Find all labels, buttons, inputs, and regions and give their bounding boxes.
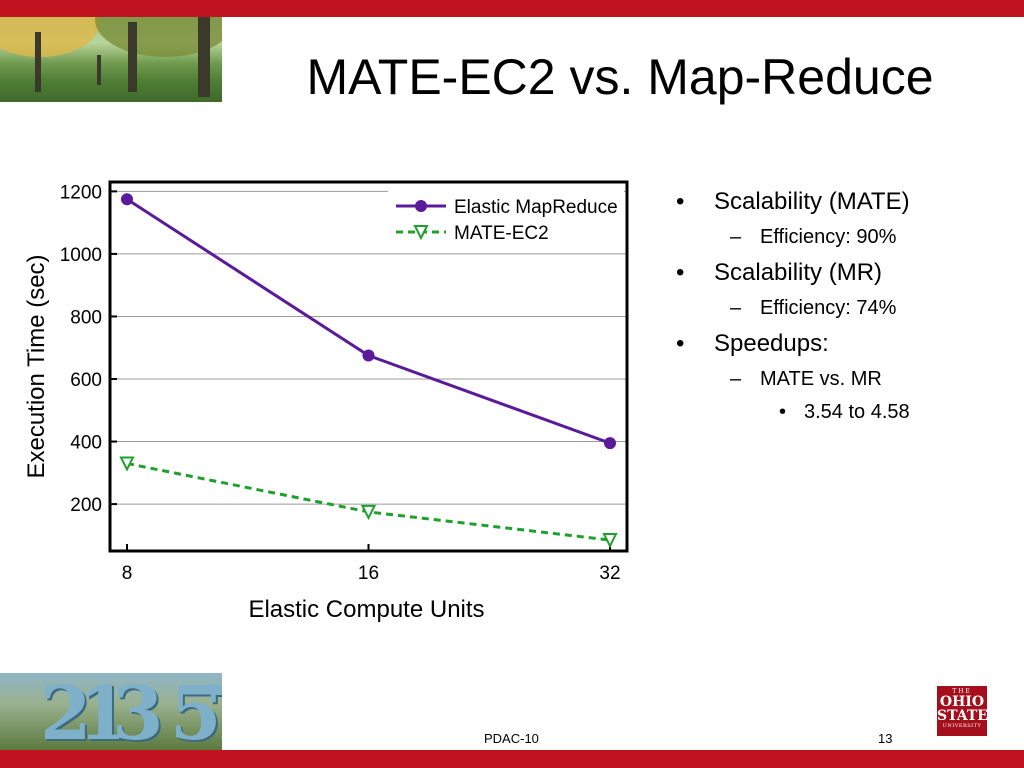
data-point: [119, 456, 135, 472]
x-tick-label: 16: [358, 563, 379, 584]
y-tick-label: 800: [70, 307, 102, 328]
legend-label: Elastic MapReduce: [454, 197, 618, 218]
y-tick-label: 1000: [60, 245, 102, 266]
ohio-state-logo: THE OHIO STATE UNIVERSITY: [937, 686, 988, 736]
data-point: [121, 193, 133, 206]
chart-series: [119, 193, 618, 549]
y-tick-label: 600: [70, 370, 102, 391]
bullet-list: Scalability (MATE) Efficiency: 90% Scalabi…: [676, 188, 1006, 434]
legend-label: MATE-EC2: [454, 223, 549, 244]
y-tick-label: 1200: [60, 182, 102, 203]
page-number: 13: [878, 731, 893, 746]
bullet-item: Efficiency: 74%: [676, 297, 1006, 320]
sculpture-number: 2: [40, 673, 91, 750]
slide-title: MATE-EC2 vs. Map-Reduce: [306, 49, 934, 105]
series-line: [126, 461, 611, 542]
x-axis-label: Elastic Compute Units: [248, 596, 484, 623]
logo-text: THE: [952, 688, 972, 695]
bullet-item: Scalability (MR): [676, 259, 1006, 287]
data-point: [604, 437, 616, 450]
logo-text: OHIO STATE: [937, 694, 988, 724]
data-point: [362, 349, 375, 362]
bullet-item: Scalability (MATE): [676, 188, 1006, 216]
x-tick-label: 32: [599, 563, 620, 584]
campus-oval-photo: [0, 17, 222, 102]
sculpture-number: 5: [170, 673, 221, 750]
y-axis-label: Execution Time (sec): [23, 254, 50, 478]
bullet-item: Efficiency: 90%: [676, 226, 1006, 249]
bullet-item: Speedups:: [676, 330, 1006, 358]
legend-box: [388, 189, 624, 253]
top-red-bar: [0, 0, 1024, 17]
y-tick-label: 400: [70, 433, 102, 454]
sculpture-number: 1: [78, 673, 129, 750]
footer-conference: PDAC-10: [484, 731, 539, 746]
chart-legend: Elastic MapReduce MATE-EC2: [388, 189, 624, 253]
sculpture-number: 7: [205, 673, 222, 750]
sculpture-number: 3: [112, 673, 163, 750]
x-tick-label: 8: [122, 563, 133, 584]
campus-numbers-photo: 2 1 3 5 7: [0, 673, 222, 750]
data-point: [602, 533, 618, 549]
bullet-item: 3.54 to 4.58: [676, 401, 1006, 424]
logo-text: UNIVERSITY: [942, 723, 982, 729]
legend-marker: [413, 225, 429, 241]
bottom-red-bar: [0, 750, 1024, 768]
y-tick-label: 200: [70, 495, 102, 516]
chart-axes: 200 400 600 800 1000 1200 8 16 32: [60, 182, 621, 584]
legend-marker: [415, 200, 427, 212]
bullet-item: MATE vs. MR: [676, 368, 1006, 391]
execution-time-chart: 200 400 600 800 1000 1200 8 16 32 Elastic MapRed…: [23, 180, 629, 623]
data-point: [360, 504, 377, 521]
